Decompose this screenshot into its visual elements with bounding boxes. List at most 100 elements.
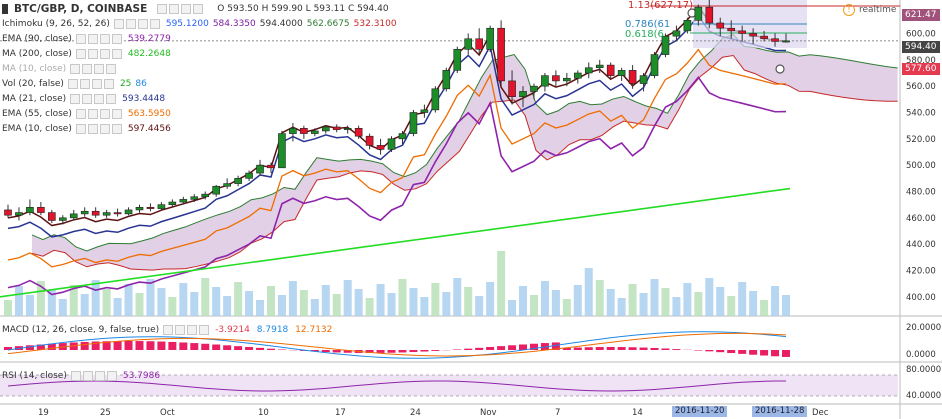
legend-row[interactable]: MA (21, close) 593.4448 <box>2 93 166 104</box>
legend-buttons[interactable] <box>70 93 117 104</box>
macd-histogram-bar <box>694 350 703 351</box>
legend-buttons[interactable] <box>70 63 117 74</box>
macd-line <box>7 331 787 359</box>
macd-buttons[interactable] <box>163 324 210 335</box>
macd-histogram-bar <box>738 350 747 354</box>
macd-histogram-bar <box>595 347 604 350</box>
candle-body <box>563 77 571 82</box>
volume-bar <box>223 296 232 316</box>
candle-body <box>782 40 790 43</box>
volume-bar <box>464 287 473 316</box>
legend-row[interactable]: MA (200, close) 482.2648 <box>2 48 171 59</box>
macd-histogram-bar <box>672 349 681 350</box>
volume-bar <box>146 279 155 316</box>
candle-body <box>267 164 275 169</box>
macd-histogram-bar <box>486 346 495 350</box>
legend-row[interactable]: Ichimoku (9, 26, 52, 26) 595.1200 584.3350… <box>2 18 397 29</box>
candle-body <box>278 133 286 169</box>
macd-histogram-bar <box>475 347 484 350</box>
candle-body <box>234 178 242 184</box>
time-tick-label: Nov <box>480 408 497 418</box>
candle-body <box>256 164 264 174</box>
candle-body <box>661 35 670 55</box>
volume-bar <box>562 299 571 316</box>
volume-bar <box>343 280 352 316</box>
candle-body <box>639 75 648 84</box>
legend-buttons[interactable] <box>75 108 122 119</box>
price-tick-label: 580.00 <box>906 56 936 66</box>
realtime-indicator[interactable]: ! realtime <box>843 4 896 16</box>
macd-histogram-bar <box>705 350 714 352</box>
macd-histogram-bar <box>617 347 626 350</box>
fib-levels <box>0 0 900 74</box>
candle-body <box>398 133 407 140</box>
volume-bar <box>91 280 100 316</box>
rsi-buttons[interactable] <box>70 370 117 381</box>
legend-buttons[interactable] <box>113 18 160 29</box>
legend-row[interactable]: MA (10, close) <box>2 62 122 75</box>
candle-body <box>595 64 604 69</box>
candle-body <box>190 196 199 200</box>
volume-bar <box>179 283 188 316</box>
ema-55-line <box>7 48 787 268</box>
macd-tick-label: 0.0000 <box>906 350 936 360</box>
macd-histogram-bar <box>234 346 243 350</box>
macd-histogram-bar <box>771 350 780 357</box>
volume-bar <box>212 287 221 316</box>
volume-bar <box>201 278 210 316</box>
volume-bar <box>782 295 790 316</box>
legend-buttons[interactable] <box>75 33 122 44</box>
candle-body <box>672 30 681 37</box>
candle-body <box>245 172 253 179</box>
rsi-legend: RSI (14, close) 53.7986 <box>2 370 161 381</box>
volume-bar <box>190 292 199 316</box>
legend-buttons[interactable] <box>75 123 122 134</box>
volume-bar <box>80 294 89 316</box>
volume-bar <box>617 298 626 316</box>
candles <box>4 0 790 225</box>
macd-histogram-bar <box>519 344 528 350</box>
rsi-line <box>7 380 787 392</box>
macd-histogram-bar <box>135 341 144 350</box>
candle-body <box>431 88 440 111</box>
candle-body <box>168 201 177 205</box>
legend-buttons[interactable] <box>67 78 114 89</box>
candle-body <box>552 75 560 82</box>
volume-bar <box>354 289 363 316</box>
volume-bar <box>442 292 451 316</box>
volume-bar <box>431 283 440 316</box>
candle-body <box>617 70 626 76</box>
price-tick-label: 540.00 <box>906 109 936 119</box>
volume-bar <box>486 282 495 316</box>
volume-bar <box>760 300 769 316</box>
volume-bar <box>497 251 506 316</box>
header-icon[interactable] <box>2 4 8 14</box>
candle-body <box>124 209 133 215</box>
legend-buttons[interactable] <box>75 48 122 59</box>
macd-histogram-bar <box>190 343 199 350</box>
volume-bar <box>683 283 692 316</box>
symbol-buttons[interactable] <box>157 4 204 14</box>
ema-90-line <box>7 75 787 296</box>
candle-body <box>58 217 67 221</box>
candle-body <box>519 91 527 98</box>
candle-body <box>387 138 396 150</box>
volume-bar <box>321 285 330 316</box>
time-tick-label: Dec <box>812 408 829 418</box>
candle-body <box>694 6 703 21</box>
volume-bar <box>4 300 12 316</box>
volume-bar <box>245 291 254 316</box>
candle-body <box>541 75 549 87</box>
volume-bar <box>266 286 275 316</box>
legend-row[interactable]: EMA (55, close) 563.5950 <box>2 108 171 119</box>
time-tick-label: 24 <box>410 408 421 418</box>
candle-body <box>212 185 220 195</box>
macd-histogram-bar <box>420 350 429 352</box>
legend-row[interactable]: EMA (10, close) 597.4456 <box>2 123 171 134</box>
candle-body <box>771 38 779 42</box>
legend-row[interactable]: Vol (20, false) 25 86 <box>2 78 147 89</box>
legend-row[interactable]: EMA (90, close) 539.2779 <box>2 33 171 44</box>
candle-body <box>289 128 297 134</box>
candle-body <box>716 22 725 29</box>
